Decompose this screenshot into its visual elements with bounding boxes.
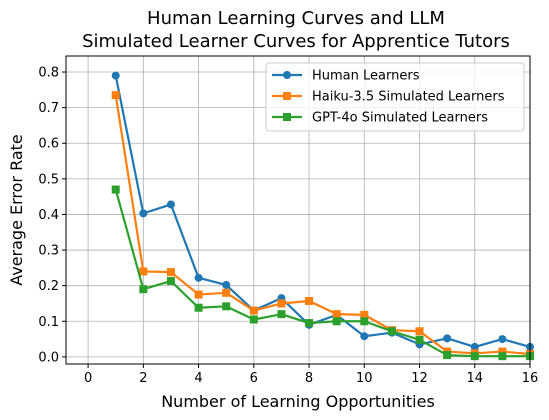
x-axis-label: Number of Learning Opportunities [161,392,435,411]
series-line [114,94,531,356]
legend-entry: Haiku-3.5 Simulated Learners [272,90,505,105]
data-point [222,280,231,289]
y-tick-label: 0.1 [38,315,59,330]
x-tick-label: 12 [411,371,428,386]
x-tick-label: 8 [305,371,313,386]
data-point [111,185,120,194]
x-tick-label: 0 [84,371,92,386]
data-point [249,315,258,324]
series-2 [111,91,534,359]
data-point [111,91,120,100]
data-point [332,317,341,326]
data-point [166,268,175,277]
legend-marker [283,92,291,100]
chart-title-line-1: Human Learning Curves and LLM [147,8,445,29]
data-point [470,342,479,351]
x-tick-label: 4 [194,371,202,386]
x-tick-label: 2 [139,371,147,386]
data-point [470,352,479,361]
data-point [222,302,231,311]
data-point [139,285,148,294]
chart-title-line-2: Simulated Learner Curves for Apprentice … [82,31,510,52]
data-point [360,317,369,326]
y-tick-label: 0.2 [38,279,59,294]
series-line [114,189,530,358]
legend-label: Haiku-3.5 Simulated Learners [312,90,505,105]
data-point [498,352,507,361]
data-point [249,306,258,315]
plot-frame [65,55,531,365]
y-tick-label: 0.8 [38,66,59,81]
series-3 [111,185,534,361]
legend-items: Human Learners Haiku-3.5 Simulated Learne… [272,69,505,126]
x-tick-label: 16 [522,371,539,386]
data-point [498,347,507,356]
legend: Human Learners Haiku-3.5 Simulated Learne… [265,62,525,132]
data-point [166,200,175,209]
y-tick-label: 0.7 [38,101,59,116]
data-point [498,335,507,344]
data-point [194,273,203,282]
legend-entry: GPT-4o Simulated Learners [272,111,488,126]
legend-label: Human Learners [312,69,420,84]
data-point [415,327,424,336]
x-tick-label: 14 [466,371,483,386]
y-axis-label: Average Error Rate [7,134,26,286]
data-point [277,310,286,319]
series-line [114,75,531,349]
x-tick-label: 6 [250,371,258,386]
legend-marker [283,113,291,121]
data-point [111,71,120,80]
data-point [305,319,314,328]
data-point [360,310,369,319]
data-point [139,267,148,276]
y-tick-label: 0.3 [38,244,59,259]
data-point [387,327,396,336]
series-layer [111,71,534,361]
y-tick-label: 0.0 [38,350,59,365]
data-point [166,277,175,286]
legend-frame [265,62,525,132]
data-point [222,288,231,297]
x-tick-label: 10 [356,371,373,386]
y-tick-label: 0.4 [38,208,59,223]
data-point [277,299,286,308]
data-point [360,332,369,341]
data-point [443,334,452,343]
axis-ticks: 0 2 4 6 8 10 12 14 16 0.0 0.1 0.2 0.3 0.4 0.5 0.6 0.7 0.8 [38,66,538,386]
data-point [139,209,148,218]
legend-marker [283,71,291,79]
legend-label: GPT-4o Simulated Learners [312,111,488,126]
data-point [194,303,203,312]
data-point [305,296,314,305]
data-point [415,335,424,344]
data-point [194,290,203,299]
legend-entry: Human Learners [272,69,420,84]
y-tick-label: 0.6 [38,137,59,152]
data-point [332,310,341,319]
data-point [443,351,452,360]
y-tick-label: 0.5 [38,172,59,187]
